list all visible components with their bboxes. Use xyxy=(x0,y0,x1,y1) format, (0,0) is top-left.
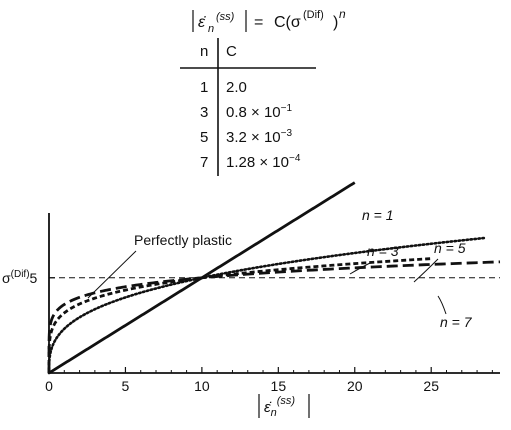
formula-rhs-suffix: ) xyxy=(333,14,338,31)
series-leader-n5 xyxy=(413,258,439,283)
x-tick-label: 20 xyxy=(347,378,363,394)
x-axis-label: ε̇n(ss) xyxy=(264,395,295,419)
formula-exponent: n xyxy=(339,7,346,21)
formula-sup: (ss) xyxy=(216,11,235,23)
x-tick-label: 0 xyxy=(45,378,53,394)
perfectly-plastic-leader xyxy=(87,250,137,299)
formula: ε̇ n (ss) = C(σ (Dif) ) n xyxy=(192,7,346,35)
series-line-n7 xyxy=(47,260,501,373)
x-tick-label: 25 xyxy=(423,378,439,394)
perfectly-plastic-label: Perfectly plastic xyxy=(134,232,232,248)
table-cell-n: 3 xyxy=(200,104,208,121)
series-label-n5: n = 5 xyxy=(434,240,466,256)
table-cell-c: 2.0 xyxy=(226,79,247,96)
series-leader-n3 xyxy=(349,261,373,275)
table-header-n: n xyxy=(200,43,208,60)
x-tick-label: 10 xyxy=(194,378,210,394)
table-cell-c: 0.8 × 10−1 xyxy=(226,103,292,121)
formula-sub: n xyxy=(208,23,214,35)
series-leader-n7 xyxy=(437,295,447,315)
series-label-n7: n = 7 xyxy=(440,314,473,330)
series-line-n3 xyxy=(47,236,487,375)
y-tick-label: σ(Dif)5 xyxy=(2,269,38,286)
series-label-n1: n = 1 xyxy=(362,207,394,223)
table-cell-n: 7 xyxy=(200,154,208,171)
series-label-n3: n = 3 xyxy=(367,243,399,259)
plot-area: 0 5 10 15 20 25 σ(Dif)5 Perfectly plastic n =… xyxy=(2,181,501,419)
formula-rhs-sup: (Dif) xyxy=(303,9,324,21)
formula-rhs-prefix: C(σ xyxy=(274,14,301,31)
table-cell-c: 1.28 × 10−4 xyxy=(226,153,301,171)
table-cell-n: 1 xyxy=(200,79,208,96)
formula-symbol: ε̇ xyxy=(198,14,206,31)
formula-equals: = xyxy=(254,14,263,31)
series-line-n5 xyxy=(47,257,432,373)
table-cell-n: 5 xyxy=(200,129,208,146)
coefficient-table: n C 1 2.0 3 0.8 × 10−1 5 3.2 × 10−3 7 1.28 × 10… xyxy=(180,38,316,176)
x-tick-label: 5 xyxy=(122,378,130,394)
table-cell-c: 3.2 × 10−3 xyxy=(226,128,292,146)
table-header-c: C xyxy=(226,43,237,60)
x-tick-label: 15 xyxy=(271,378,287,394)
